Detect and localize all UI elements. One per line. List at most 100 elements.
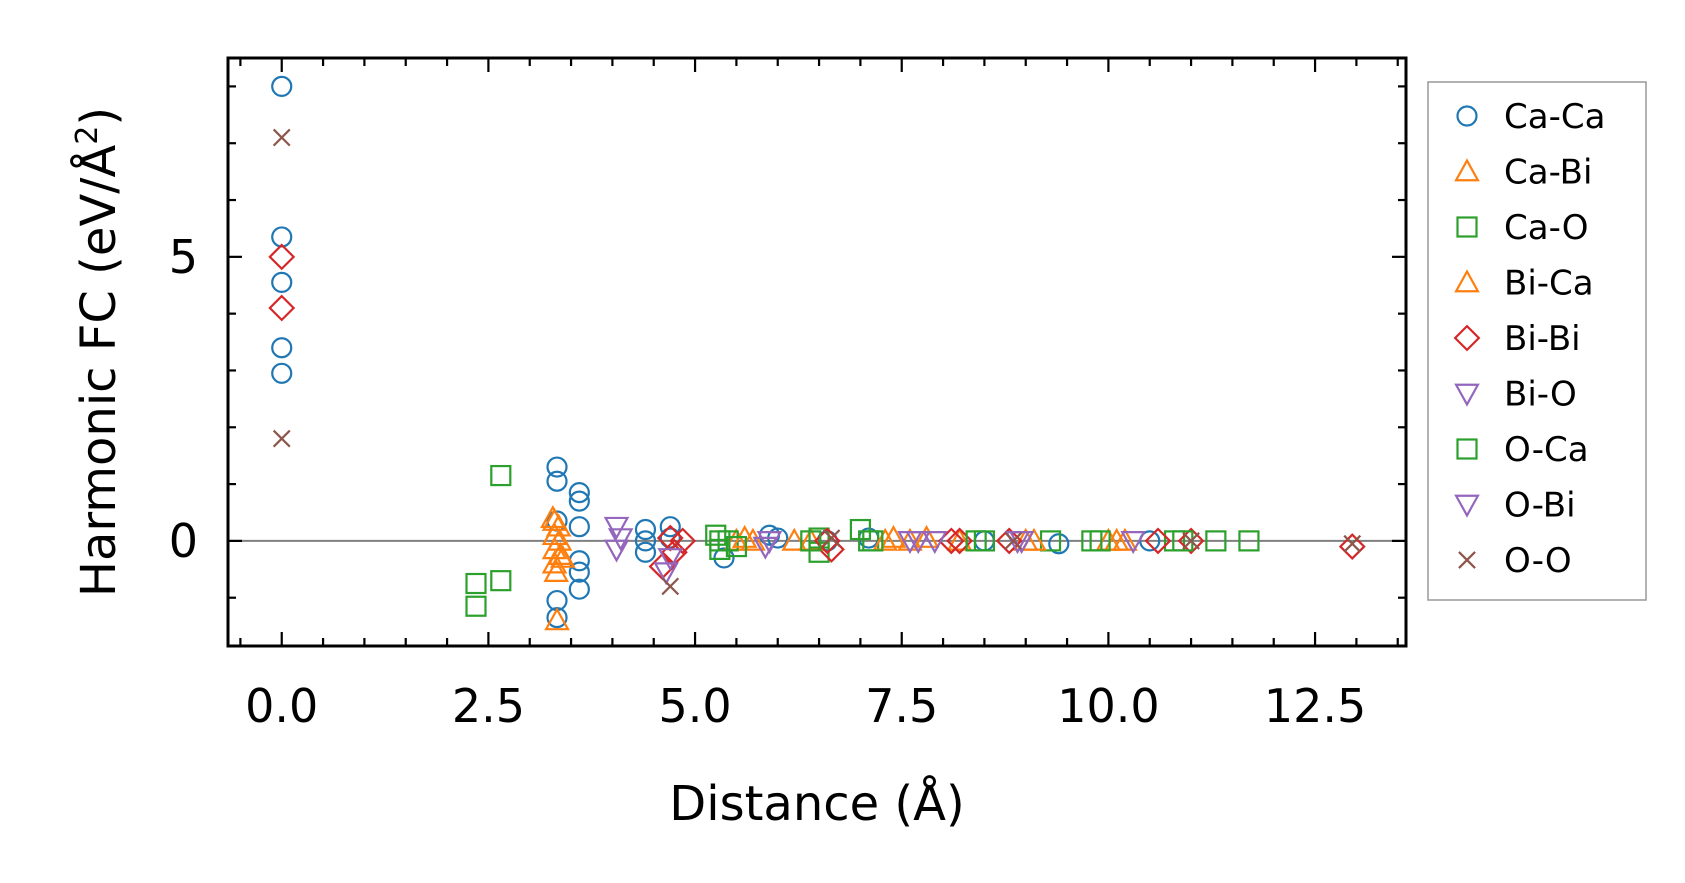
data-point [808,527,830,549]
data-point [271,337,293,359]
y-axis-title-superscript: 2 [70,126,105,145]
x-tick-label: 0.0 [245,679,318,733]
legend-entries: Ca-Ca Ca-Bi Ca-O Bi-Ca Bi-Bi Bi-O O-Ca O-Bi O-O [1453,97,1605,581]
legend-entry-o-bi: O-Bi [1454,486,1576,526]
data-point [1182,532,1200,550]
data-point [659,516,681,538]
data-point [550,544,576,568]
data-point [546,527,573,551]
series-o-ca [709,530,1194,558]
axis-ticks [228,58,1406,646]
data-point [862,530,884,552]
y-axis-title-main: Harmonic FC (eV/Å [70,145,127,598]
legend-entry-o-ca: O-Ca [1456,430,1589,470]
data-point [705,524,727,546]
plot-frame [226,56,1408,648]
x-axis-title: Distance (Å) [669,775,964,832]
legend-label: O-O [1504,541,1572,581]
data-point [822,529,841,547]
data-point [268,294,296,322]
data-point [1144,527,1172,555]
data-point [546,456,568,478]
data-point [1120,531,1146,555]
data-point [546,470,568,492]
data-point [568,578,590,600]
legend-marker [1454,269,1480,293]
data-point [268,243,296,271]
y-axis-title: Harmonic FC (eV/Å2) [70,107,127,597]
tick-labels: 0.0 2.5 5.0 7.5 10.0 12.5 0 5 [169,230,1367,733]
data-point [465,572,487,595]
series-ca-bi [541,507,1130,631]
data-point [603,516,630,540]
data-point [946,527,973,551]
data-point [634,541,657,563]
data-point [849,518,872,541]
legend-label: O-Bi [1504,486,1576,526]
data-point [271,271,293,294]
y-tick-label: 5 [169,230,198,284]
data-point [1238,530,1260,552]
data-point [922,531,948,555]
legend-marker [1454,383,1480,407]
legend-entry-ca-ca: Ca-Ca [1456,97,1605,137]
x-tick-label: 12.5 [1264,679,1366,733]
legend-label: Bi-Ca [1504,264,1594,304]
data-point [756,531,783,555]
data-point [271,362,293,384]
series-bi-o [603,516,1146,563]
y-axis-title-close: ) [71,107,127,126]
legend-label: Ca-Ca [1504,97,1605,137]
legend-marker [1456,216,1478,238]
legend-marker [1454,158,1480,182]
data-point [272,128,291,147]
legend-label: Bi-Bi [1504,319,1581,359]
data-point [661,577,680,596]
data-point [740,527,766,551]
series-o-bi [607,528,1035,586]
data-point [568,490,590,512]
data-point [490,570,512,592]
x-tick-label: 2.5 [452,679,525,733]
data-point [1008,531,1035,555]
data-point [657,548,684,572]
legend-entry-bi-ca: Bi-Ca [1454,264,1594,304]
data-point [800,530,822,552]
legend-entry-ca-bi: Ca-Bi [1454,153,1592,193]
data-point [634,530,657,552]
data-point [913,524,940,548]
data-point [1343,534,1362,553]
legend-label: Bi-O [1504,375,1577,415]
legend-frame [1427,81,1647,601]
data-point [1112,527,1138,551]
legend-label: Ca-O [1504,208,1589,248]
data-point [725,535,748,558]
data-point [709,530,731,552]
data-point [568,561,590,583]
data-point [568,516,590,538]
data-point [465,595,487,617]
series-o-o [272,128,1362,596]
data-point [965,530,987,552]
data-point [1205,530,1227,552]
data-point [781,527,808,551]
legend-marker [1456,105,1478,127]
x-tick-label: 7.5 [865,679,938,733]
legend-label: O-Ca [1504,430,1589,470]
legend-marker [1456,438,1478,460]
data-point [543,558,569,582]
legend-marker [1454,494,1480,518]
data-point [905,531,932,555]
legend: Ca-Ca Ca-Bi Ca-O Bi-Ca Bi-Bi Bi-O O-Ca O-Bi O-O [1427,81,1647,601]
data-point [568,482,590,504]
x-tick-label: 10.0 [1057,679,1159,733]
data-point [1089,530,1111,552]
legend-label: Ca-Bi [1504,153,1592,193]
data-point [607,528,634,552]
x-tick-label: 5.0 [658,679,731,733]
data-point [490,464,512,487]
legend-entry-bi-o: Bi-O [1454,375,1577,415]
y-tick-label: 0 [169,514,198,568]
legend-entry-o-o: O-O [1458,541,1572,581]
